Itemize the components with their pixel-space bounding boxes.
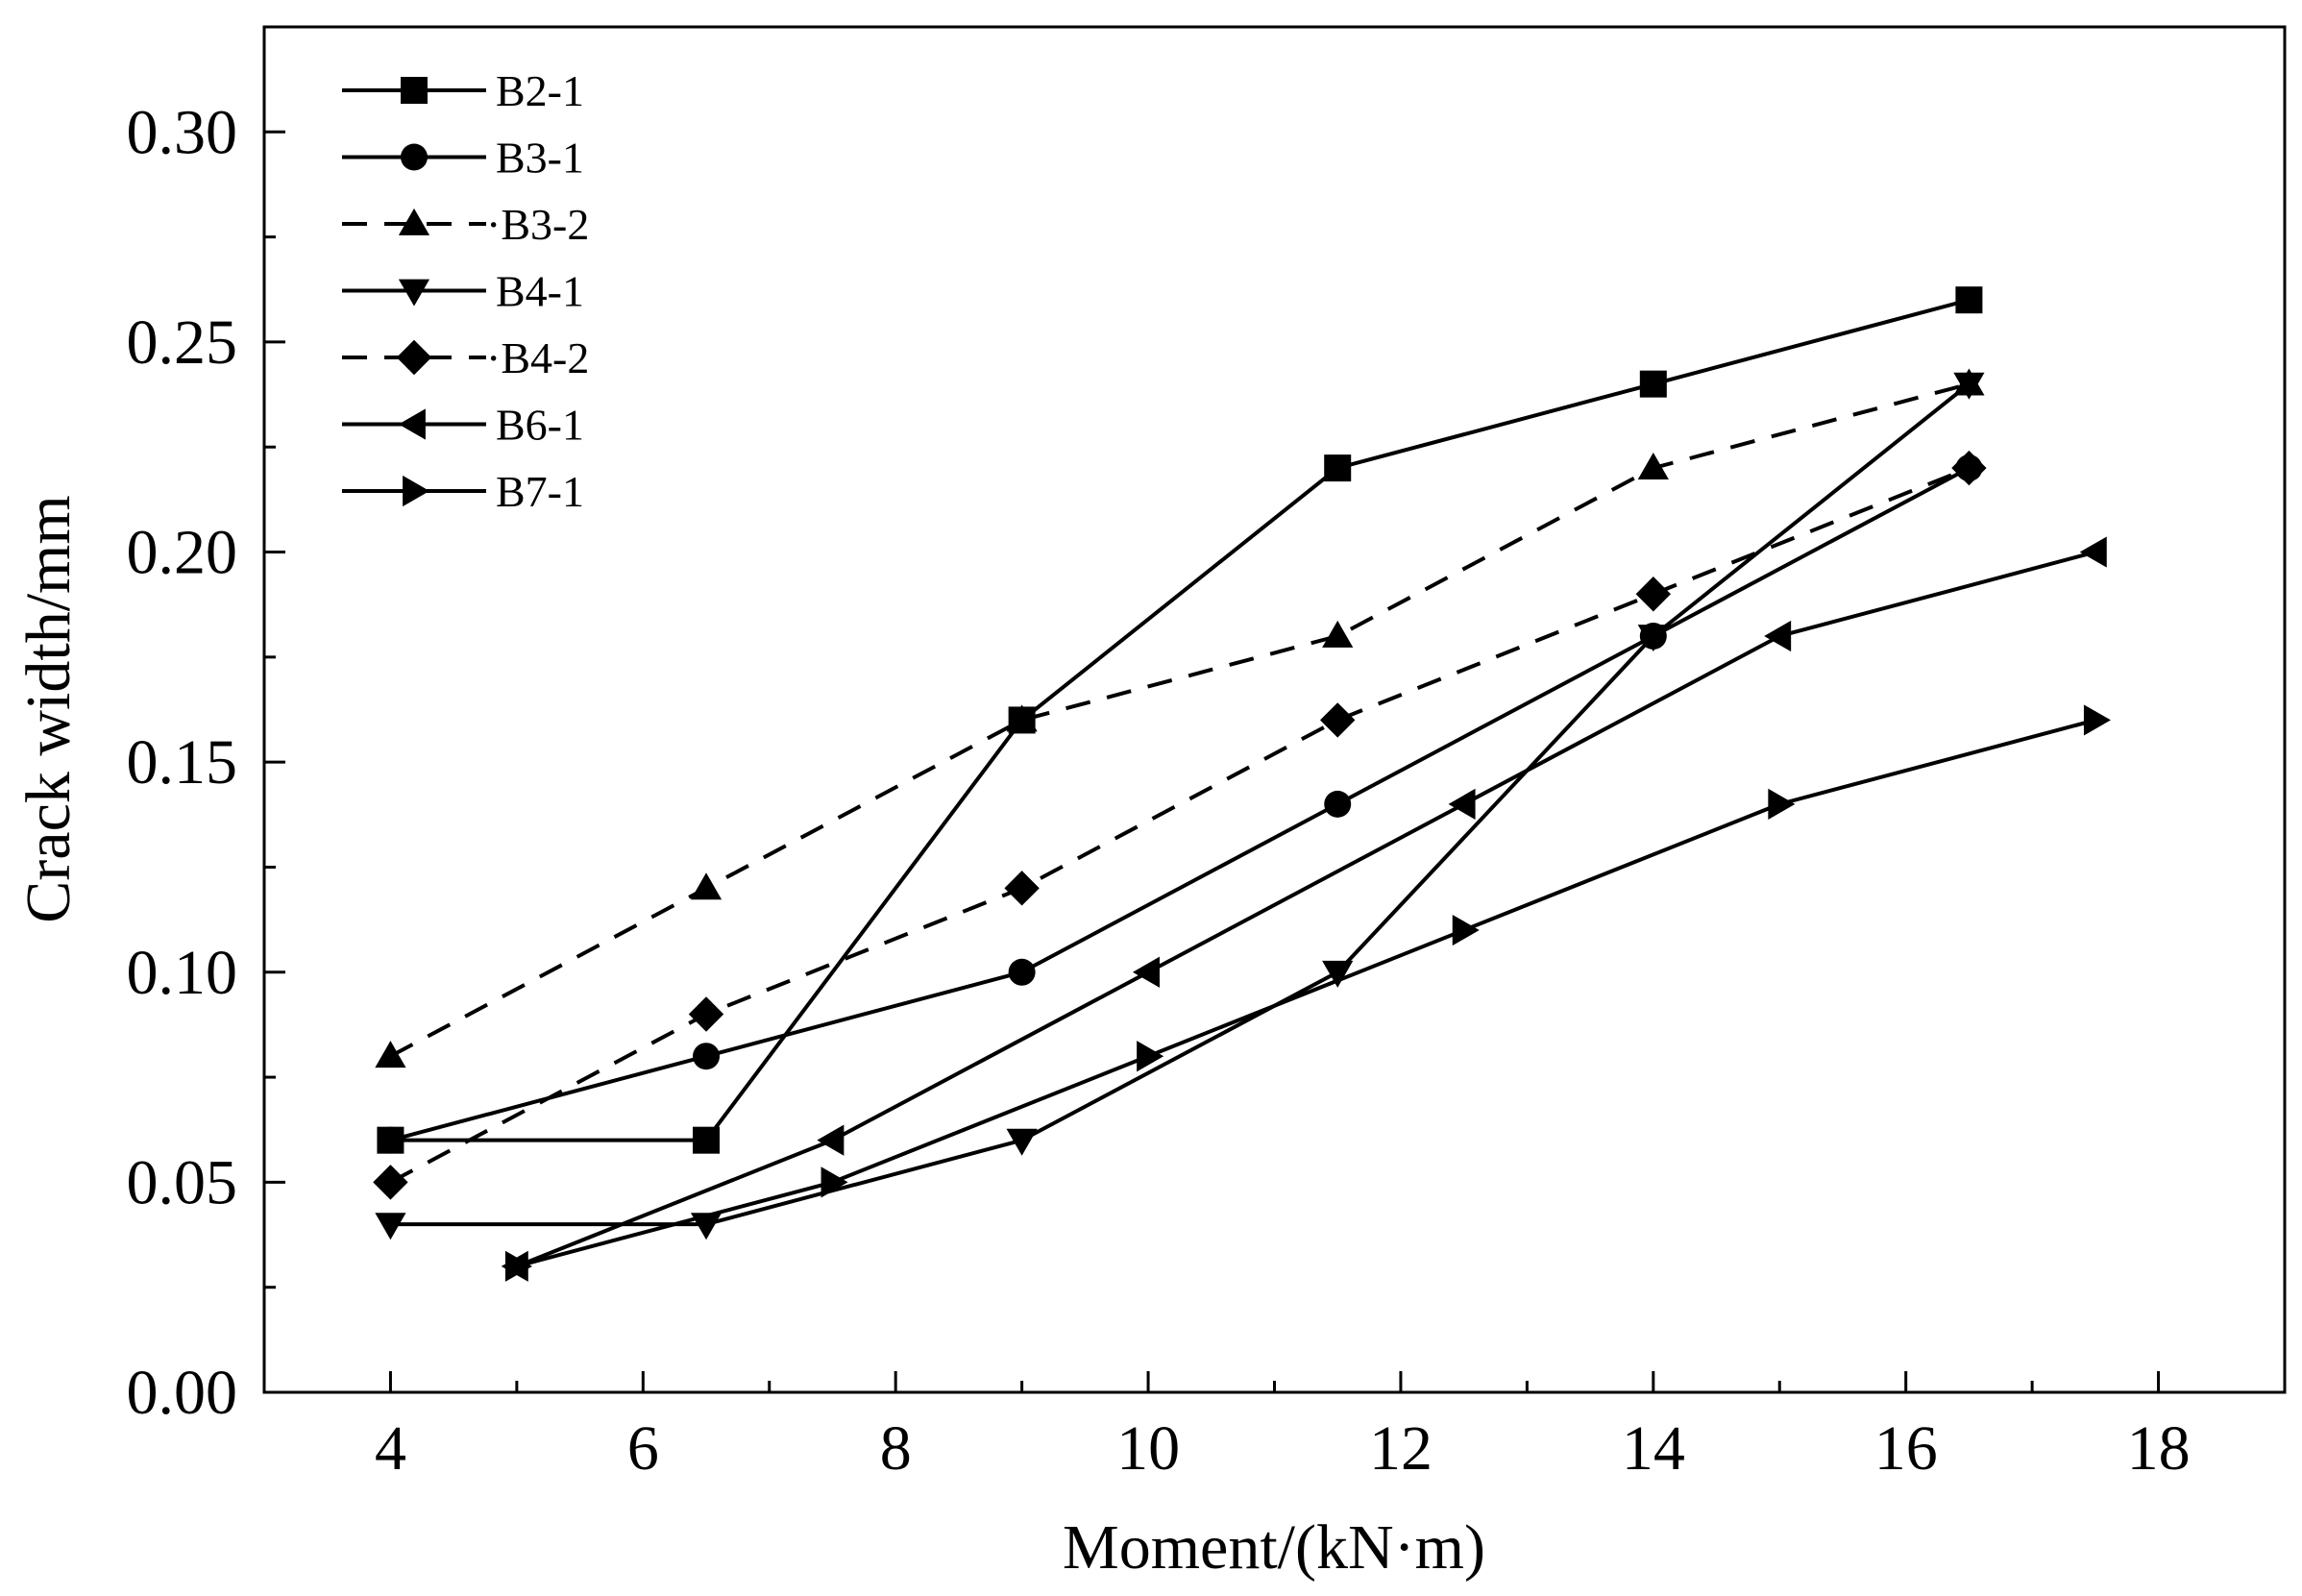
- legend-label: B3-1: [496, 134, 584, 183]
- y-tick-label: 0.25: [127, 307, 238, 378]
- y-tick-label: 0.10: [127, 938, 238, 1008]
- legend-item: B2-1: [342, 66, 584, 115]
- y-tick-label: 0.20: [127, 518, 238, 588]
- data-point: [1635, 577, 1672, 612]
- legend-label: ·B4-2: [486, 333, 589, 382]
- legend-label: B2-1: [496, 66, 584, 115]
- series-b6-1: [501, 536, 2107, 1282]
- series-line: [516, 550, 2096, 1268]
- series-line: [389, 466, 1971, 1185]
- x-tick-label: 12: [1369, 1413, 1433, 1484]
- data-point: [2083, 704, 2111, 736]
- axis-ticks: [262, 130, 2287, 1394]
- legend-label: B6-1: [496, 401, 584, 450]
- data-point: [1637, 625, 1669, 652]
- legend-marker: [398, 208, 430, 235]
- data-point: [1006, 1128, 1038, 1156]
- data-point: [1008, 958, 1036, 986]
- x-tick-label: 10: [1116, 1413, 1180, 1484]
- data-point: [1951, 450, 1987, 486]
- data-point: [1324, 454, 1352, 482]
- data-point: [693, 1043, 721, 1070]
- data-point: [817, 1124, 845, 1156]
- series-b4-2: [373, 450, 1987, 1200]
- data-point: [1324, 790, 1352, 818]
- x-tick-label: 4: [375, 1413, 406, 1484]
- legend-marker: [401, 77, 428, 104]
- series-b3-2: [375, 368, 1985, 1068]
- legend-label: B4-1: [496, 267, 584, 316]
- data-point: [1132, 956, 1160, 988]
- series-b2-1: [377, 286, 1983, 1154]
- y-tick-label: 0.30: [127, 97, 238, 167]
- legend-marker: [398, 279, 430, 307]
- data-point: [1004, 871, 1040, 906]
- legend-marker: [396, 339, 432, 376]
- data-point: [1953, 372, 1985, 400]
- x-tick-label: 8: [880, 1413, 912, 1484]
- data-point: [688, 996, 724, 1032]
- series-line: [390, 382, 1971, 1227]
- series-line: [390, 298, 1970, 1142]
- x-tick-label: 18: [2127, 1413, 2191, 1484]
- data-point: [1322, 620, 1354, 648]
- data-point: [820, 1166, 848, 1198]
- data-point: [1452, 914, 1480, 946]
- legend-label: ·B3-2: [486, 200, 589, 249]
- series-b7-1: [504, 704, 2111, 1282]
- data-point: [375, 1213, 406, 1240]
- data-point: [504, 1250, 532, 1282]
- series-layer: [373, 286, 2111, 1282]
- data-point: [1448, 788, 1476, 820]
- data-point: [1322, 960, 1354, 988]
- data-point: [1320, 702, 1356, 738]
- x-tick-label: 14: [1622, 1413, 1685, 1484]
- x-tick-label: 6: [627, 1413, 659, 1484]
- series-b4-1: [375, 372, 1985, 1240]
- legend-marker: [403, 475, 430, 507]
- data-point: [1764, 620, 1792, 652]
- x-axis-label: Moment/(kN·m): [1063, 1512, 1485, 1583]
- legend-item: B7-1: [342, 467, 584, 516]
- data-point: [1006, 704, 1038, 732]
- legend-item: B3-1: [342, 134, 584, 183]
- data-point: [1955, 286, 1983, 314]
- data-point: [375, 1041, 406, 1068]
- data-point: [373, 1165, 408, 1200]
- legend-item: B4-1: [342, 267, 584, 316]
- data-point: [1639, 370, 1667, 398]
- series-line: [516, 718, 2096, 1268]
- legend-item: ·B3-2: [342, 200, 589, 249]
- y-axis-label: Crack width/mm: [13, 495, 84, 922]
- y-tick-label: 0.05: [127, 1147, 238, 1217]
- data-point: [2079, 536, 2107, 568]
- data-point: [1768, 788, 1796, 820]
- y-tick-label: 0.15: [127, 727, 238, 798]
- legend-item: ·B4-2: [342, 333, 589, 382]
- legend-item: B6-1: [342, 401, 584, 450]
- series-line: [389, 381, 1970, 1058]
- legend-label: B7-1: [496, 467, 584, 516]
- data-point: [690, 872, 722, 900]
- data-point: [1637, 452, 1669, 479]
- x-tick-label: 16: [1874, 1413, 1938, 1484]
- data-point: [1137, 1041, 1164, 1072]
- legend-marker: [398, 408, 426, 440]
- series-line: [389, 466, 1971, 1142]
- tick-labels: 4 6 8 10 12 14 16 18 0.00 0.05 0.10 0.15 0.20 0.25 0.3…: [127, 97, 2191, 1484]
- legend-marker: [401, 143, 428, 171]
- y-tick-label: 0.00: [127, 1358, 238, 1428]
- data-point: [377, 1126, 404, 1154]
- data-point: [693, 1126, 721, 1154]
- legend: B2-1 B3-1 ·B3-2 B4-1 ·B4-2 B6-1 B7-1: [342, 66, 589, 516]
